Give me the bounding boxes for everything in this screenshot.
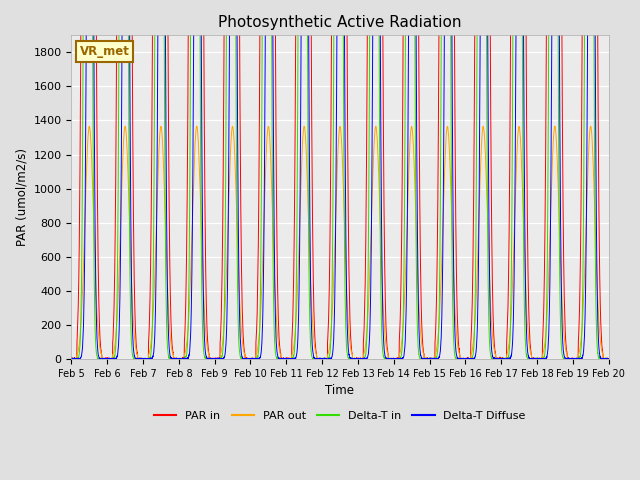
Delta-T in [132, 356, 140, 362]
Delta-T in [248, 356, 255, 361]
PAR out [440, 189, 448, 194]
Legend: PAR in, PAR out, Delta-T in, Delta-T Diffuse: PAR in, PAR out, Delta-T in, Delta-T Dif… [150, 407, 531, 425]
PAR out [193, 123, 200, 129]
Line: Delta-T in: Delta-T in [72, 0, 609, 359]
Title: Photosynthetic Active Radiation: Photosynthetic Active Radiation [218, 15, 461, 30]
Delta-T Diffuse [248, 356, 256, 362]
Delta-T in [68, 356, 76, 362]
PAR out [125, 184, 132, 190]
Delta-T Diffuse [327, 355, 335, 361]
Delta-T Diffuse [440, 106, 448, 112]
Delta-T in [483, 74, 490, 80]
PAR in [605, 356, 612, 361]
PAR out [248, 356, 256, 362]
Y-axis label: PAR (umol/m2/s): PAR (umol/m2/s) [15, 148, 28, 246]
Delta-T Diffuse [605, 356, 612, 362]
Delta-T Diffuse [132, 356, 140, 362]
Delta-T in [605, 356, 612, 362]
PAR out [132, 348, 140, 354]
PAR in [68, 356, 76, 362]
Delta-T Diffuse [68, 356, 76, 362]
Delta-T Diffuse [68, 356, 76, 361]
PAR in [248, 356, 255, 361]
X-axis label: Time: Time [326, 384, 355, 397]
PAR in [68, 355, 76, 361]
Delta-T in [125, 15, 132, 21]
PAR out [327, 333, 335, 338]
Line: PAR in: PAR in [72, 0, 609, 359]
PAR out [68, 356, 76, 362]
Delta-T in [327, 342, 335, 348]
PAR out [68, 356, 76, 361]
PAR out [483, 192, 491, 198]
Text: VR_met: VR_met [79, 45, 129, 58]
PAR in [132, 343, 140, 349]
PAR in [327, 167, 335, 172]
Line: Delta-T Diffuse: Delta-T Diffuse [72, 0, 609, 359]
PAR out [605, 356, 612, 362]
Line: PAR out: PAR out [72, 126, 609, 359]
